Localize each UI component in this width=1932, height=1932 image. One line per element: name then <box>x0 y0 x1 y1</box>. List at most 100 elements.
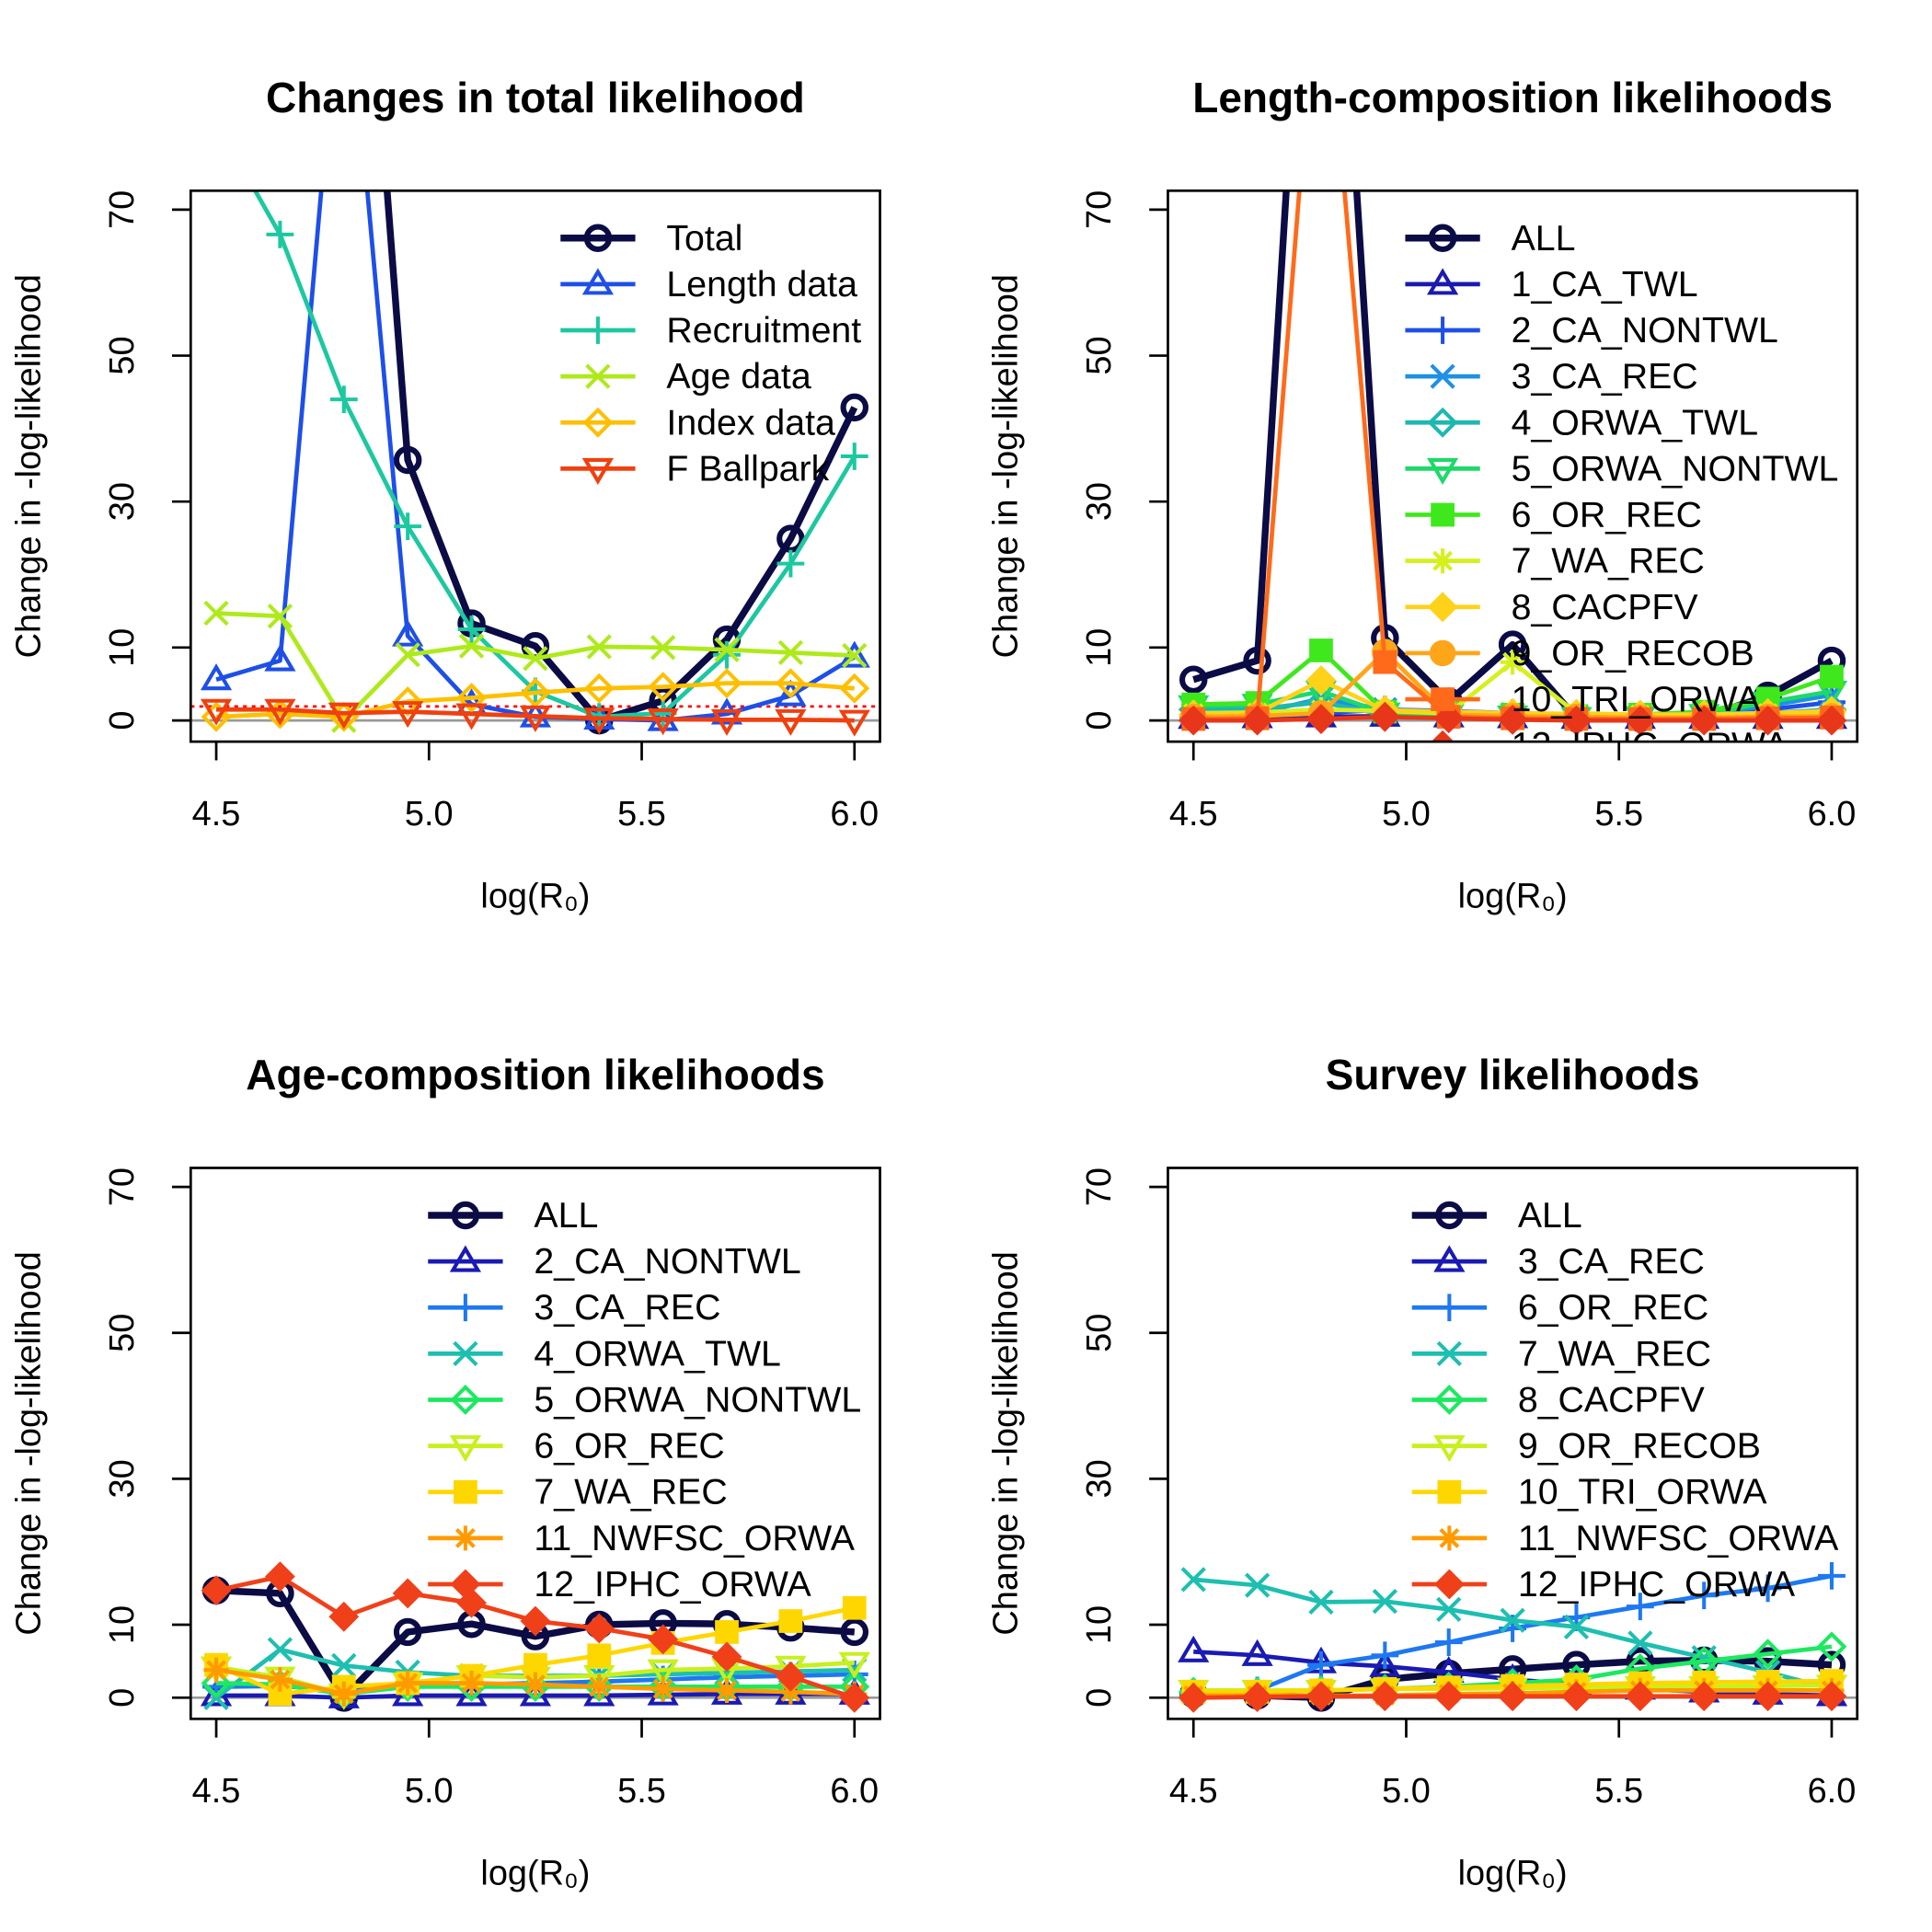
point <box>1308 1589 1334 1616</box>
point <box>586 1673 612 1699</box>
point <box>266 220 294 248</box>
legend-marker <box>1431 502 1455 527</box>
legend-label: 3_CA_REC <box>1512 356 1698 397</box>
y-tick-label: 0 <box>103 1688 142 1708</box>
point <box>264 698 296 726</box>
legend-label: 4_ORWA_TWL <box>1512 402 1759 443</box>
y-tick-label: 70 <box>103 1167 142 1206</box>
point <box>392 701 424 729</box>
x-axis-label: log(R₀) <box>480 1855 590 1893</box>
legend-marker <box>449 1435 481 1463</box>
series-line <box>215 1586 856 1702</box>
panel: Changes in total likelihood log(R₀) Change… <box>9 52 881 915</box>
point <box>1688 705 1719 736</box>
legend-label: Age data <box>666 356 811 397</box>
point <box>331 1681 357 1707</box>
point <box>648 672 679 703</box>
point <box>392 1578 423 1609</box>
point <box>650 1676 676 1702</box>
legend-label: 2_CA_NONTWL <box>1512 310 1778 351</box>
series-layer <box>1178 190 1848 736</box>
point <box>583 1613 615 1644</box>
point <box>1305 665 1337 696</box>
panel-title: Length-composition likelihoods <box>1192 74 1833 121</box>
point <box>264 1561 295 1593</box>
plot-frame <box>1167 189 1859 743</box>
legend: ALL 1_CA_TWL 2_CA_NONTWL 3_CA_REC 4_ORWA_TWL… <box>1405 218 1839 765</box>
legend-marker <box>581 457 615 485</box>
point <box>714 637 740 662</box>
y-tick-label: 50 <box>103 1314 142 1352</box>
legend-marker <box>582 407 614 438</box>
series-line <box>215 681 855 719</box>
y-axis-label: Change in -log-likelihood <box>9 274 48 658</box>
legend-label: 12_IPHC_ORWA <box>534 1564 811 1604</box>
point <box>267 604 293 629</box>
point <box>777 1679 803 1705</box>
x-tick-label: 5.5 <box>1594 1772 1643 1811</box>
y-tick-label: 10 <box>1080 628 1119 667</box>
legend-label: 11_NWFSC_ORWA <box>1518 1518 1839 1558</box>
legend-label: ALL <box>1518 1195 1582 1236</box>
point <box>457 615 486 643</box>
legend-label: 10_TRI_ORWA <box>1518 1472 1767 1512</box>
point <box>1753 705 1784 736</box>
plot-frame <box>189 1167 881 1720</box>
legend-label: 2_CA_NONTWL <box>534 1241 800 1282</box>
y-tick-label: 10 <box>1080 1605 1119 1644</box>
point <box>200 698 233 726</box>
point <box>647 708 679 736</box>
legend-label: Recruitment <box>666 310 861 351</box>
point <box>1816 1631 1847 1662</box>
point <box>1626 1593 1654 1621</box>
point <box>840 443 868 470</box>
point <box>1497 1681 1528 1712</box>
legend-label: 12_IPHC_ORWA <box>1512 725 1789 765</box>
point <box>777 639 804 665</box>
legend-marker <box>1433 1435 1466 1463</box>
point <box>587 1643 612 1668</box>
point <box>455 703 488 730</box>
point <box>267 1666 293 1693</box>
series-layer <box>1178 1561 1848 1713</box>
legend: Total Length data Recruitment Age data Index… <box>560 218 861 489</box>
point <box>394 512 422 541</box>
legend-label: 12_IPHC_ORWA <box>1518 1564 1796 1604</box>
point <box>201 1575 232 1606</box>
point <box>1309 638 1333 662</box>
point <box>269 52 291 75</box>
y-axis-label: Change in -log-likelihood <box>987 1251 1026 1635</box>
panel: Age-composition likelihoods log(R₀) Change… <box>9 1051 881 1893</box>
legend-label: 5_ORWA_NONTWL <box>1512 448 1839 489</box>
point <box>1243 646 1271 675</box>
x-tick-label: 6.0 <box>830 1772 879 1811</box>
point <box>583 673 615 704</box>
y-tick-label: 50 <box>1080 336 1119 374</box>
x-tick-label: 5.0 <box>1382 1772 1431 1811</box>
point <box>1372 1588 1397 1615</box>
x-tick-label: 5.0 <box>405 795 454 834</box>
point <box>1690 1581 1719 1610</box>
point <box>1818 1561 1846 1590</box>
legend-label: 3_CA_REC <box>1518 1241 1705 1282</box>
y-tick-label: 50 <box>1080 1314 1119 1352</box>
point <box>775 668 806 699</box>
y-axis-label: Change in -log-likelihood <box>9 1251 48 1635</box>
y-tick-label: 70 <box>1080 1167 1119 1206</box>
point <box>393 445 422 475</box>
legend-marker <box>1436 1340 1462 1366</box>
legend-label: 9_OR_RECOB <box>1518 1426 1761 1466</box>
legend-label: Total <box>666 218 742 259</box>
legend-marker <box>1427 407 1458 438</box>
point <box>458 1670 485 1696</box>
panel: Survey likelihoods log(R₀) Change in -log-… <box>987 1051 1859 1893</box>
legend-marker <box>1433 1569 1465 1600</box>
point <box>1433 703 1465 734</box>
point <box>523 646 548 672</box>
legend-marker <box>1427 592 1458 623</box>
legend-label: 9_OR_RECOB <box>1512 633 1754 673</box>
y-tick-label: 30 <box>103 1459 142 1498</box>
point <box>1820 664 1844 689</box>
